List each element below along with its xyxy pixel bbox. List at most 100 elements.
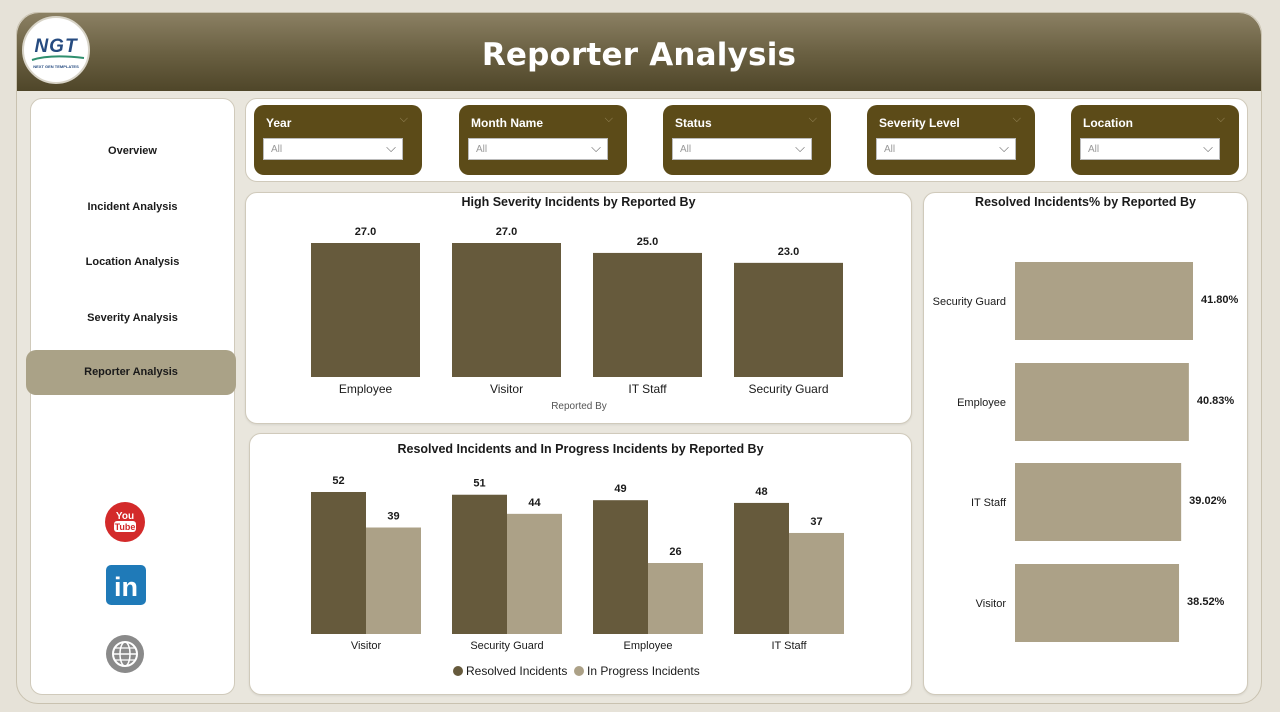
sidebar-item-incident-analysis[interactable]: Incident Analysis [87, 201, 178, 213]
bar [1015, 564, 1180, 642]
slicer-label: Month Name [471, 116, 543, 130]
linkedin-text: in [114, 572, 138, 602]
slicer-label: Status [675, 116, 712, 130]
tick-label: Employee [957, 397, 1006, 409]
data-label: 39 [387, 511, 399, 523]
month-name-dropdown[interactable]: All ⌵ [468, 138, 608, 160]
linkedin-icon[interactable]: in [106, 565, 146, 605]
bar [452, 494, 507, 634]
data-label: 52 [332, 475, 344, 487]
chevron-down-icon: ⌵ [795, 140, 805, 155]
data-label: 49 [614, 483, 626, 495]
bar [734, 502, 789, 634]
tick-label: IT Staff [628, 382, 667, 396]
dropdown-value: All [476, 144, 488, 155]
logo-swoosh-icon [31, 55, 85, 61]
chevron-down-icon[interactable]: ⌵ [808, 113, 817, 125]
chevron-down-icon: ⌵ [999, 140, 1009, 155]
youtube-text-top: You [116, 511, 134, 522]
tick-label: Security Guard [933, 296, 1006, 308]
bar [734, 262, 843, 377]
sidebar-item-location-analysis[interactable]: Location Analysis [85, 256, 180, 268]
bar [789, 532, 844, 634]
tick-label: IT Staff [771, 640, 807, 652]
slicer-label: Year [266, 116, 292, 130]
page-title: Reporter Analysis [481, 37, 797, 73]
data-label: 38.52% [1187, 596, 1225, 608]
chevron-down-icon: ⌵ [1203, 140, 1213, 155]
tick-label: Employee [339, 382, 393, 396]
chart-title: High Severity Incidents by Reported By [461, 195, 696, 209]
chevron-down-icon[interactable]: ⌵ [1012, 113, 1021, 125]
legend-marker [574, 666, 584, 676]
resolved-inprogress-chart-card: Resolved Incidents and In Progress Incid… [249, 433, 912, 695]
tick-label: Employee [624, 640, 673, 652]
bar [648, 563, 703, 634]
bar [593, 500, 648, 634]
logo-text: NGT [34, 36, 78, 57]
chart-title: Resolved Incidents% by Reported By [975, 195, 1196, 209]
sidebar-item-label: Reporter Analysis [84, 366, 178, 378]
logo: NGT NEXT GEN TEMPLATES [22, 16, 90, 84]
data-label: 27.0 [496, 226, 517, 238]
status-dropdown[interactable]: All ⌵ [672, 138, 812, 160]
chevron-down-icon[interactable]: ⌵ [604, 113, 613, 125]
sidebar-item-reporter-analysis[interactable]: Reporter Analysis [26, 350, 236, 395]
chevron-down-icon: ⌵ [591, 140, 601, 155]
bar [1015, 463, 1182, 541]
sidebar-item-overview[interactable]: Overview [108, 145, 157, 157]
data-label: 23.0 [778, 246, 799, 258]
data-label: 37 [810, 516, 822, 528]
bar [311, 492, 366, 634]
tick-label: Visitor [490, 382, 523, 396]
bar [366, 527, 421, 634]
youtube-text-bottom: Tube [115, 522, 136, 532]
data-label: 39.02% [1189, 495, 1227, 507]
tick-label: IT Staff [971, 497, 1007, 509]
sidebar [30, 98, 235, 695]
chevron-down-icon[interactable]: ⌵ [1216, 113, 1225, 125]
dropdown-value: All [1088, 144, 1100, 155]
data-label: 51 [473, 478, 485, 490]
slicer-status: Status ⌵ All ⌵ [663, 105, 831, 175]
tick-label: Visitor [976, 598, 1007, 610]
tick-label: Security Guard [470, 640, 543, 652]
dropdown-value: All [884, 144, 896, 155]
data-label: 48 [755, 486, 767, 498]
slicer-month-name: Month Name ⌵ All ⌵ [459, 105, 627, 175]
chevron-down-icon: ⌵ [386, 140, 396, 155]
dropdown-value: All [271, 144, 283, 155]
chevron-down-icon[interactable]: ⌵ [399, 113, 408, 125]
x-axis-label: Reported By [551, 401, 607, 412]
high-severity-chart-card: High Severity Incidents by Reported By R… [245, 192, 912, 424]
tick-label: Visitor [351, 640, 382, 652]
slicer-location: Location ⌵ All ⌵ [1071, 105, 1239, 175]
year-dropdown[interactable]: All ⌵ [263, 138, 403, 160]
sidebar-item-severity-analysis[interactable]: Severity Analysis [87, 312, 178, 324]
severity-level-dropdown[interactable]: All ⌵ [876, 138, 1016, 160]
header-bar: Reporter Analysis [17, 13, 1261, 91]
location-dropdown[interactable]: All ⌵ [1080, 138, 1220, 160]
tick-label: Security Guard [748, 382, 828, 396]
data-label: 40.83% [1197, 395, 1235, 407]
website-icon[interactable] [105, 634, 145, 674]
bar [311, 243, 420, 377]
bar [1015, 363, 1189, 441]
logo-subtext: NEXT GEN TEMPLATES [33, 64, 79, 69]
data-label: 25.0 [637, 236, 658, 248]
resolved-inprogress-chart: 52 39 Visitor 51 44 Security Guard 49 26 Employe… [311, 475, 844, 678]
data-label: 27.0 [355, 226, 376, 238]
legend-label: In Progress Incidents [587, 664, 700, 678]
resolved-percent-chart: Security Guard 41.80% Employee 40.83% IT Sta… [933, 262, 1239, 642]
data-label: 44 [528, 497, 541, 509]
dropdown-value: All [680, 144, 692, 155]
chart-title: Resolved Incidents and In Progress Incid… [397, 442, 764, 456]
youtube-icon[interactable]: You Tube [105, 502, 145, 542]
slicer-year: Year ⌵ All ⌵ [254, 105, 422, 175]
slicer-label: Severity Level [879, 116, 960, 130]
resolved-percent-chart-card: Resolved Incidents% by Reported By Secur… [923, 192, 1248, 695]
data-label: 26 [669, 546, 681, 558]
slicer-severity-level: Severity Level ⌵ All ⌵ [867, 105, 1035, 175]
bar [593, 252, 702, 377]
data-label: 41.80% [1201, 294, 1239, 306]
